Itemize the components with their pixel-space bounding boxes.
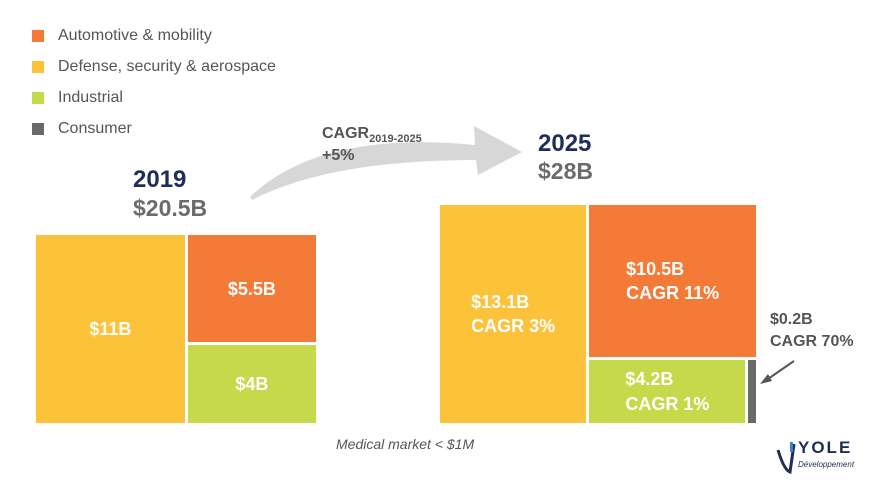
legend-label-automotive: Automotive & mobility — [58, 26, 212, 44]
treemap-2025-defense-block: $13.1B CAGR 3% — [440, 205, 587, 423]
legend-swatch-automotive — [32, 29, 44, 42]
treemap-2019-industrial-block: $4B — [187, 345, 316, 423]
legend-item-automotive: Automotive & mobility — [32, 20, 276, 51]
yole-logo: YOLE Développement — [776, 438, 866, 478]
legend-label-defense: Defense, security & aerospace — [58, 57, 276, 75]
legend-label-consumer: Consumer — [58, 119, 132, 137]
total-2025: $28B — [538, 158, 593, 184]
legend-swatch-defense — [32, 60, 44, 73]
logo-subtitle: Développement — [798, 460, 855, 469]
legend-item-industrial: Industrial — [32, 82, 276, 113]
treemap-2025-defense-label: $13.1B CAGR 3% — [471, 291, 556, 336]
logo-name: YOLE — [798, 438, 853, 457]
legend-swatch-industrial — [32, 91, 44, 104]
treemap-2019-industrial-label: $4B — [235, 374, 269, 394]
year-2025: 2025 — [538, 130, 592, 157]
cagr-period: 2019-2025 — [369, 133, 422, 145]
treemap-2025-industrial-block: $4.2B CAGR 1% — [589, 360, 746, 423]
cagr-value: +5% — [322, 147, 355, 165]
treemap-2025-consumer-block — [748, 360, 756, 423]
total-2019: $20.5B — [133, 195, 208, 221]
yole-logo-mark-icon — [776, 442, 796, 474]
treemap-2025-consumer-label: $0.2B CAGR 70% — [770, 311, 854, 350]
legend-item-consumer: Consumer — [32, 113, 276, 144]
year-2019: 2019 — [133, 166, 187, 193]
cagr-label: CAGR — [322, 125, 370, 142]
treemap-2019-automotive-label: $5.5B — [227, 278, 276, 299]
treemap-2019-automotive-block: $5.5B — [187, 235, 316, 343]
treemap-2019-defense-label: $11B — [89, 318, 132, 339]
legend: Automotive & mobility Defense, security … — [32, 20, 276, 144]
legend-label-industrial: Industrial — [58, 88, 123, 106]
footnote: Medical market < $1M — [336, 436, 475, 452]
treemap-2025-industrial-label: $4.2B CAGR 1% — [625, 369, 710, 414]
treemap-2019-defense-block: $11B — [36, 235, 185, 423]
legend-item-defense: Defense, security & aerospace — [32, 51, 276, 82]
treemap-2025-automotive-block: $10.5B CAGR 11% — [589, 205, 756, 358]
legend-swatch-consumer — [32, 122, 44, 135]
cagr-annotation: CAGR2019-2025 +5% — [322, 124, 422, 167]
treemap-2025-automotive-label: $10.5B CAGR 11% — [626, 258, 720, 304]
